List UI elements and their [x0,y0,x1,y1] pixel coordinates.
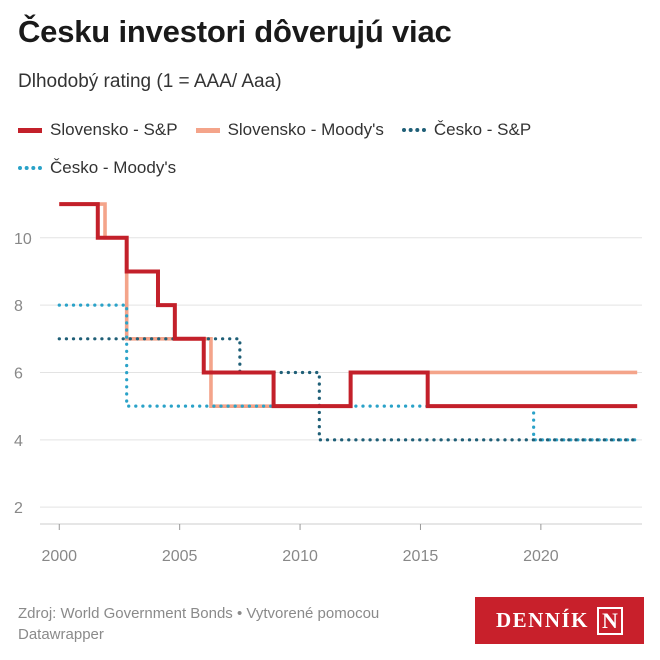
legend-label-slovensko-moodys: Slovensko - Moody's [227,120,384,139]
legend-label-slovensko-sp: Slovensko - S&P [50,120,178,139]
series-lines [57,202,639,442]
legend-label-cesko-moodys: Česko - Moody's [50,158,177,177]
chart-plot: 2 4 6 8 10 2000 2005 2010 2015 2020 [14,202,642,565]
legend-swatch-cesko-sp [401,128,426,132]
x-tick-label-2010: 2010 [282,548,318,565]
legend-swatch-slovensko-sp [18,127,42,133]
tick-labels: 2 4 6 8 10 2000 2005 2010 2015 2020 [14,231,559,565]
y-tick-label-10: 10 [14,231,32,248]
y-tick-label-8: 8 [14,298,23,315]
x-tick-label-2005: 2005 [162,548,198,565]
legend-item-cesko-moodys: Česko - Moody's [18,158,176,178]
chart-subtitle: Dlhodobý rating (1 = AAA/ Aaa) [18,71,282,92]
legend-item-slovensko-sp: Slovensko - S&P [18,120,178,140]
x-tick-label-2020: 2020 [523,548,559,565]
chart-title: Česku investori dôverujú viac [18,14,452,49]
series-line-0 [59,202,638,409]
series-line-3 [57,303,639,442]
source-note: Zdroj: World Government Bonds • Vytvoren… [18,605,380,643]
y-tick-label-4: 4 [14,433,23,450]
legend-swatch-cesko-moodys [18,166,42,170]
logo-mark: N [597,606,623,635]
series-line-2 [57,337,639,442]
dennik-n-logo: DENNÍK N [475,597,644,644]
legend-swatch-slovensko-moodys [195,127,220,133]
legend-label-cesko-sp: Česko - S&P [433,120,532,139]
legend-item-slovensko-moodys: Slovensko - Moody's [195,120,384,140]
logo-mark-letter: N [602,607,618,633]
legend-row-2: Česko - Moody's [18,156,638,180]
y-tick-label-6: 6 [14,365,23,382]
legend-row-1: Slovensko - S&P Slovensko - Moody's Česk… [18,118,638,142]
x-tick-label-2000: 2000 [41,548,77,565]
x-axis [40,523,642,530]
x-tick-label-2015: 2015 [403,548,439,565]
legend: Slovensko - S&P Slovensko - Moody's Česk… [18,118,638,194]
legend-item-cesko-sp: Česko - S&P [401,120,532,140]
y-tick-label-2: 2 [14,500,23,517]
logo-text: DENNÍK [495,608,589,632]
